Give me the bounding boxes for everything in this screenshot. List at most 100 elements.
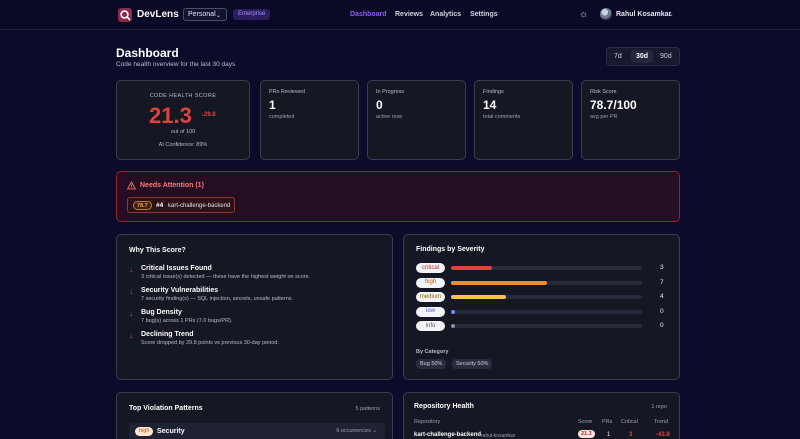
column-header: PRs <box>602 419 613 425</box>
column-header: Repository <box>414 419 441 425</box>
violation-row[interactable]: high Security 6 occurrences ⌄ <box>129 423 385 439</box>
repo-health-title: Repository Health <box>414 403 474 410</box>
nav-settings[interactable]: Settings <box>470 11 498 18</box>
repo-count: 1 repo <box>651 404 667 410</box>
metric-card-findings: Findings 14 total comments <box>474 80 573 160</box>
severity-pill-low: low <box>416 306 445 317</box>
arrow-down-icon: ↓ <box>129 331 133 340</box>
workspace-select[interactable]: Personal ⌄ <box>183 8 227 21</box>
severity-bar-track <box>451 309 642 314</box>
metric-value: 0 <box>376 98 383 112</box>
metric-label: PRs Reviewed <box>269 89 306 95</box>
repo-name[interactable]: kart-challenge-backend <box>414 432 482 438</box>
severity-count: 0 <box>660 307 664 315</box>
arrow-down-icon: ↓ <box>129 309 133 318</box>
severity-bar-info <box>451 324 455 328</box>
nav-reviews[interactable]: Reviews <box>395 11 424 18</box>
severity-count: 4 <box>660 293 664 300</box>
warning-triangle-icon <box>127 181 136 190</box>
metric-label: Risk Score <box>590 89 617 95</box>
health-delta: ↓29.8 <box>201 112 216 118</box>
severity-bar-track <box>451 280 642 285</box>
attention-pr-number: #4 <box>156 202 164 209</box>
nav-dashboard[interactable]: Dashboard <box>350 11 387 18</box>
top-bar: DevLens Personal ⌄ Enterprise Dashboard … <box>0 0 800 30</box>
workspace-select-value: Personal <box>188 11 216 18</box>
range-30d[interactable]: 30d <box>631 50 654 63</box>
metric-value: 1 <box>269 98 276 112</box>
reason-desc: 3 critical issue(s) detected — these hav… <box>141 274 311 280</box>
severity-count: 3 <box>660 264 664 271</box>
severity-bar-track <box>451 324 642 328</box>
category-chip-security: Security 50% <box>452 359 493 369</box>
severity-title: Findings by Severity <box>416 246 485 253</box>
severity-count: 0 <box>660 322 664 329</box>
user-menu-chevron-down-icon[interactable]: ⌄ <box>668 11 674 18</box>
devlens-logo-icon[interactable] <box>118 8 132 22</box>
why-this-score-card: Why This Score? ↓ Critical Issues Found … <box>116 234 393 380</box>
attention-risk-score: 78.7 <box>133 201 152 210</box>
health-out-of: out of 100 <box>170 129 196 135</box>
severity-pill-info: info <box>416 321 445 331</box>
repo-critical: 3 <box>629 432 633 438</box>
severity-bar-low <box>451 309 455 314</box>
metric-card-in-progress: In Progress 0 active now <box>367 80 466 160</box>
repository-health-card: Repository Health 1 repo Repository Scor… <box>403 392 680 439</box>
health-label: CODE HEALTH SCORE <box>149 93 217 99</box>
repo-prs: 1 <box>607 432 611 438</box>
metric-card-prs-reviewed: PRs Reviewed 1 completed <box>260 80 359 160</box>
column-header: Score <box>578 419 593 425</box>
metric-sub: avg per PR <box>590 114 618 120</box>
reason-desc: 7 bug(s) across 1 PRs (7.0 bugs/PR). <box>141 318 233 324</box>
severity-bar-medium <box>451 295 506 299</box>
theme-toggle-sun-icon[interactable]: ☼ <box>579 9 589 20</box>
reason-title: Bug Density <box>141 309 182 316</box>
violations-count: 5 patterns <box>355 406 380 412</box>
reason-title: Critical Issues Found <box>141 265 212 272</box>
severity-count: 7 <box>660 278 664 286</box>
reason-desc: 7 security finding(s) — SQL injection, s… <box>141 296 294 302</box>
severity-bar-track <box>451 266 642 270</box>
violations-title: Top Violation Patterns <box>129 405 203 412</box>
severity-bar-high <box>451 280 547 285</box>
metric-value: 78.7/100 <box>590 98 637 112</box>
nav-analytics[interactable]: Analytics <box>430 11 462 18</box>
severity-pill-critical: critical <box>416 263 445 273</box>
metric-sub: active now <box>376 114 402 120</box>
findings-by-severity-card: Findings by Severity critical 3 high 7 mediu… <box>403 234 680 380</box>
reason-desc: Score dropped by 29.8 points vs previous… <box>141 340 279 346</box>
date-range-selector: 7d 30d 90d <box>606 47 680 66</box>
code-health-card: CODE HEALTH SCORE 21.3 ↓29.8 out of 100 … <box>116 80 250 160</box>
page-subtitle: Code health overview for the last 30 day… <box>116 61 236 68</box>
why-title: Why This Score? <box>129 247 186 254</box>
avatar[interactable] <box>600 8 612 20</box>
metric-label: In Progress <box>376 89 405 95</box>
metric-sub: completed <box>269 114 295 120</box>
category-label: By Category <box>416 349 449 355</box>
metric-label: Findings <box>483 89 504 95</box>
repo-trend: -43.8 <box>656 432 670 438</box>
metric-card-risk-score: Risk Score 78.7/100 avg per PR <box>581 80 680 160</box>
page-title: Dashboard <box>116 46 179 60</box>
column-header: Critical <box>621 419 638 425</box>
range-90d[interactable]: 90d <box>660 53 672 60</box>
violation-occurrences: 6 occurrences ⌄ <box>336 428 377 434</box>
reason-title: Security Vulnerabilities <box>141 287 219 294</box>
severity-pill-high: high <box>416 277 445 288</box>
metric-sub: total comments <box>483 114 521 120</box>
user-name[interactable]: Rahul Kosamkar <box>616 11 672 18</box>
severity-bar-track <box>451 295 642 299</box>
plan-badge: Enterprise <box>233 9 271 20</box>
needs-attention-title: Needs Attention (1) <box>140 182 204 189</box>
arrow-down-icon: ↓ <box>129 265 133 274</box>
ai-confidence: AI Confidence: 89% <box>158 142 208 148</box>
top-violation-patterns-card: Top Violation Patterns 5 patterns high S… <box>116 392 393 439</box>
chevron-down-icon: ⌄ <box>215 13 221 19</box>
column-header: Trend <box>654 419 669 425</box>
range-7d[interactable]: 7d <box>614 53 622 60</box>
health-score: 21.3 <box>149 103 192 128</box>
attention-pr-chip[interactable]: 78.7 #4 kart-challenge-backend <box>127 197 235 213</box>
arrow-down-icon: ↓ <box>129 287 133 296</box>
brand-name[interactable]: DevLens <box>137 9 179 20</box>
category-chip-bug: Bug 50% <box>416 359 447 369</box>
